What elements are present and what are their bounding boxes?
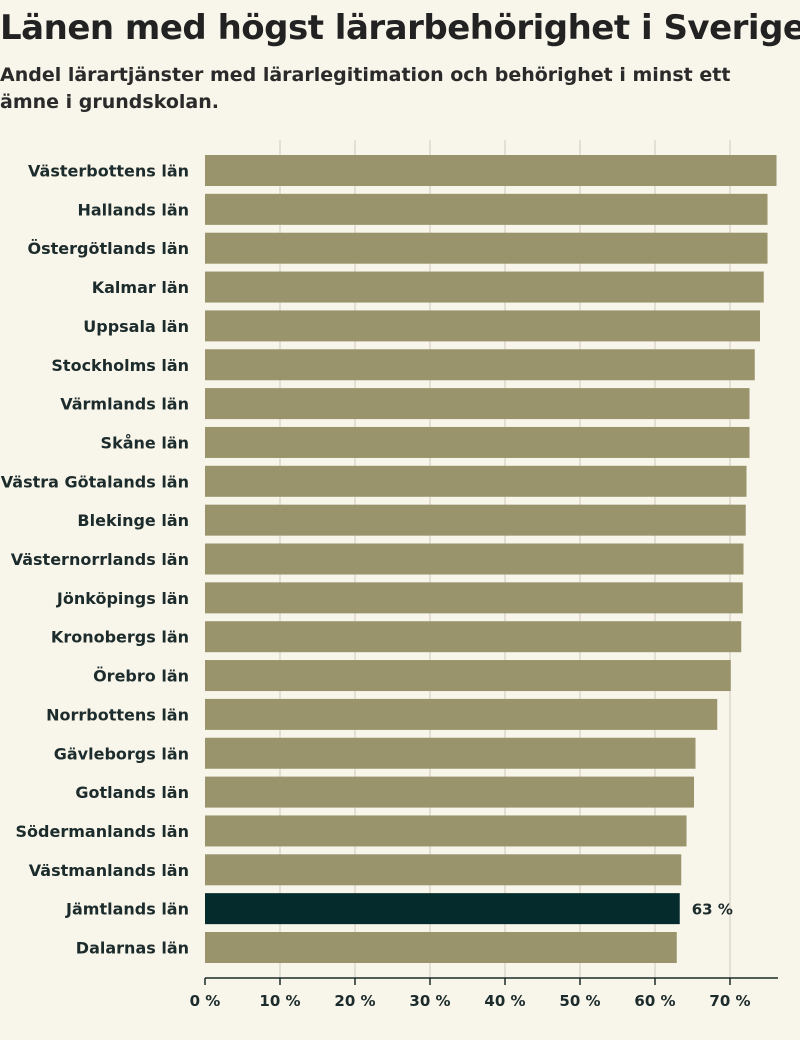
bar-5 bbox=[205, 310, 760, 342]
bar-3 bbox=[205, 232, 768, 264]
category-label: Skåne län bbox=[101, 433, 189, 452]
bar-13 bbox=[205, 621, 742, 653]
category-label: Jönköpings län bbox=[56, 589, 189, 608]
category-label: Dalarnas län bbox=[76, 939, 189, 958]
bar-12 bbox=[205, 582, 743, 614]
category-label: Örebro län bbox=[93, 667, 189, 686]
category-label: Värmlands län bbox=[60, 395, 189, 414]
category-label: Kalmar län bbox=[92, 278, 189, 297]
bar-15 bbox=[205, 698, 718, 730]
category-label: Västmanlands län bbox=[29, 861, 189, 880]
category-label: Västra Götalands län bbox=[1, 472, 189, 491]
bar-21 bbox=[205, 932, 677, 963]
bar-7 bbox=[205, 388, 750, 420]
x-tick-label: 0 % bbox=[190, 992, 221, 1010]
bar-19 bbox=[205, 854, 682, 886]
bar-4 bbox=[205, 271, 764, 303]
category-label: Blekinge län bbox=[77, 511, 189, 530]
x-tick-label: 20 % bbox=[334, 992, 375, 1010]
bar-11 bbox=[205, 543, 744, 575]
x-tick-label: 70 % bbox=[709, 992, 750, 1010]
x-tick-label: 30 % bbox=[409, 992, 450, 1010]
category-label: Västernorrlands län bbox=[11, 550, 189, 569]
bar-20 bbox=[205, 893, 680, 925]
x-tick-label: 50 % bbox=[559, 992, 600, 1010]
bar-2 bbox=[205, 193, 768, 225]
x-tick-label: 10 % bbox=[259, 992, 300, 1010]
category-label: Jämtlands län bbox=[65, 900, 189, 919]
bar-9 bbox=[205, 465, 747, 497]
category-label: Gotlands län bbox=[75, 783, 189, 802]
category-label: Kronobergs län bbox=[51, 628, 189, 647]
bar-1 bbox=[205, 155, 777, 186]
category-label: Norrbottens län bbox=[46, 705, 189, 724]
category-label: Västerbottens län bbox=[28, 162, 189, 181]
chart-title: Länen med högst lärarbehörighet i Sverig… bbox=[0, 8, 800, 48]
x-tick-label: 60 % bbox=[634, 992, 675, 1010]
category-label: Södermanlands län bbox=[16, 822, 189, 841]
category-label: Hallands län bbox=[77, 200, 189, 219]
bar-10 bbox=[205, 504, 746, 536]
bar-8 bbox=[205, 426, 750, 458]
bar-14 bbox=[205, 660, 731, 692]
category-label: Gävleborgs län bbox=[54, 744, 189, 763]
category-label: Stockholms län bbox=[51, 356, 189, 375]
category-label: Östergötlands län bbox=[28, 239, 190, 258]
category-label: Uppsala län bbox=[83, 317, 189, 336]
bar-16 bbox=[205, 737, 696, 769]
bar-6 bbox=[205, 349, 755, 381]
chart-subtitle: Andel lärartjänster med lärarlegitimatio… bbox=[0, 64, 731, 113]
bar-17 bbox=[205, 776, 694, 808]
x-tick-label: 40 % bbox=[484, 992, 525, 1010]
bar-18 bbox=[205, 815, 687, 847]
data-label: 63 % bbox=[692, 901, 733, 919]
